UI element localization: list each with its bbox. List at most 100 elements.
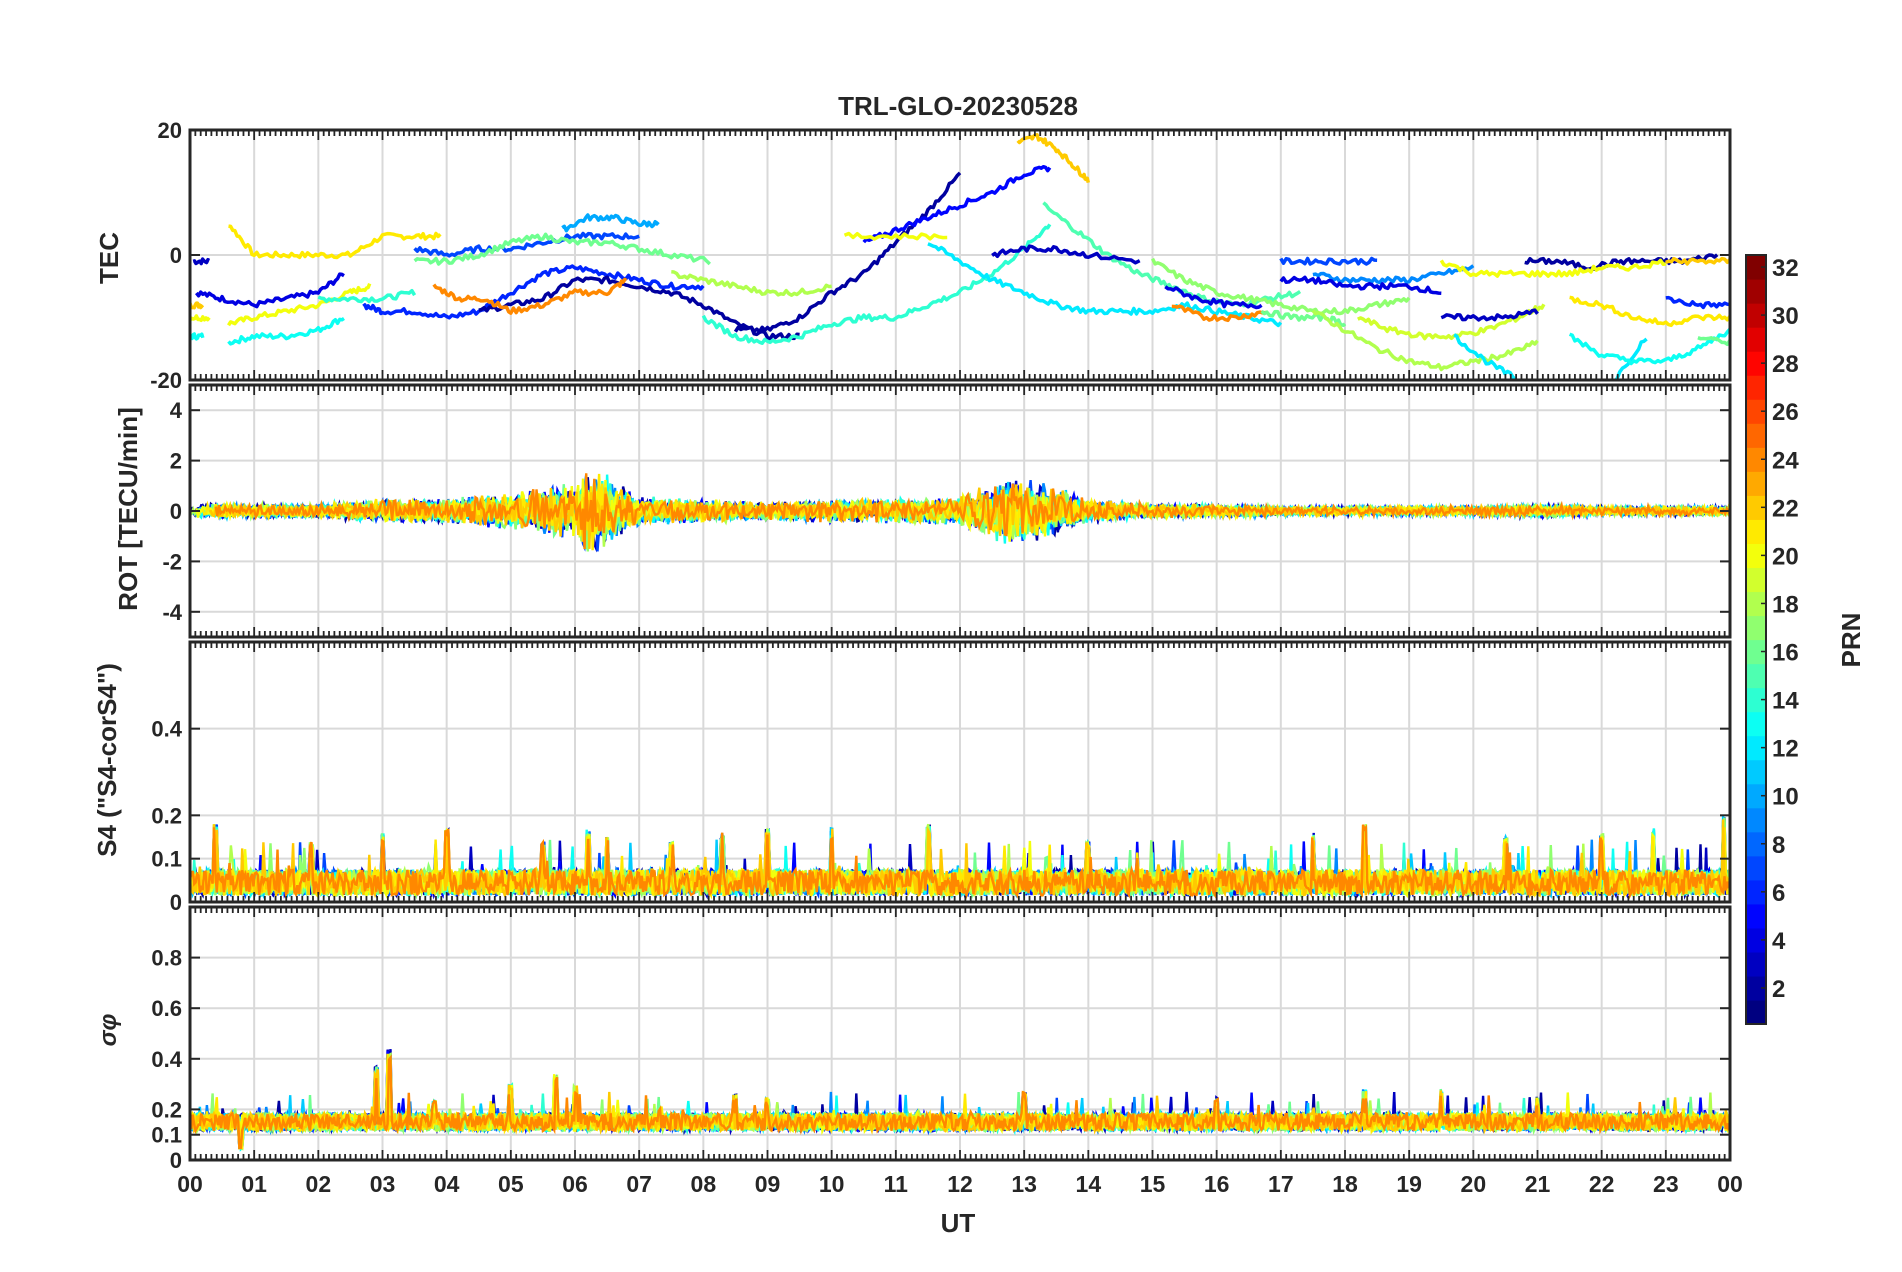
x-tick-label: 00 <box>177 1171 203 1197</box>
colorbar-swatch <box>1746 759 1766 785</box>
tec-series-prn-4 <box>195 272 345 309</box>
tec-series-prn-12 <box>1453 333 1648 380</box>
tec-series-prn-16 <box>413 232 711 266</box>
series-group <box>190 815 1730 901</box>
tec-series-prn-24 <box>432 277 628 315</box>
tec-series-prn-16 <box>1697 336 1730 347</box>
colorbar-tick-label: 22 <box>1772 495 1799 522</box>
series-group <box>190 133 1730 380</box>
tec-series-prn-22 <box>190 301 205 310</box>
tec-series-prn-16 <box>1260 309 1347 328</box>
tec-series-prn-17 <box>1150 257 1411 316</box>
y-tick-label: -20 <box>150 368 182 393</box>
tec-series-prn-22 <box>1665 256 1730 266</box>
tec-series-prn-13 <box>227 316 345 346</box>
x-tick-label: 03 <box>370 1171 396 1197</box>
x-tick-label: 18 <box>1332 1171 1358 1197</box>
x-tick-label: 01 <box>241 1171 267 1197</box>
tec-ylabel: TEC <box>94 232 124 284</box>
colorbar-tick-label: 24 <box>1772 447 1799 474</box>
x-axis: 00 01 02 03 04 05 06 07 08 09 10 11 12 13 14 15 16 17 18 19… <box>177 1171 1743 1197</box>
x-tick-label: 13 <box>1011 1171 1037 1197</box>
x-tick-label: 09 <box>755 1171 781 1197</box>
colorbar-swatch <box>1746 279 1766 304</box>
colorbar-swatch <box>1746 303 1766 328</box>
colorbar-swatch <box>1746 543 1766 569</box>
colorbar-tick-label: 10 <box>1772 784 1799 811</box>
x-tick-label: 19 <box>1396 1171 1422 1197</box>
colorbar-swatch <box>1746 495 1766 520</box>
tec-series-prn-21 <box>228 224 442 260</box>
colorbar-tick-label: 4 <box>1772 928 1786 955</box>
x-tick-label: 12 <box>947 1171 973 1197</box>
colorbar-swatch <box>1746 375 1766 400</box>
colorbar-swatch <box>1746 903 1766 929</box>
tec-series-prn-4 <box>1164 285 1263 310</box>
colorbar-tick-label: 30 <box>1772 303 1799 330</box>
colorbar-swatch <box>1746 807 1766 833</box>
colorbar-tick-label: 32 <box>1772 255 1799 282</box>
colorbar-swatch <box>1746 999 1766 1025</box>
rot-series-prn-24 <box>214 473 1730 550</box>
sigma-phi-ylabel: σφ <box>95 1013 122 1046</box>
x-tick-label: 20 <box>1461 1171 1487 1197</box>
tec-series-prn-20 <box>843 231 948 241</box>
x-tick-label: 06 <box>562 1171 588 1197</box>
colorbar-swatch <box>1746 975 1766 1001</box>
colorbar-tick-label: 28 <box>1772 351 1799 378</box>
x-tick-label: 23 <box>1653 1171 1679 1197</box>
colorbar-frame <box>1745 254 1767 1025</box>
y-tick-label: -4 <box>162 600 182 625</box>
colorbar-swatch <box>1746 927 1766 953</box>
colorbar-tick-label: 16 <box>1772 640 1799 667</box>
y-tick-label: 0 <box>170 499 182 524</box>
x-tick-label: 08 <box>691 1171 717 1197</box>
x-tick-label: 22 <box>1589 1171 1615 1197</box>
x-tick-label: 04 <box>434 1171 460 1197</box>
tec-series-prn-12 <box>927 242 1283 328</box>
x-tick-label: 10 <box>819 1171 845 1197</box>
tec-series-prn-6 <box>362 264 705 320</box>
colorbar-swatch <box>1746 423 1766 448</box>
x-tick-label: 17 <box>1268 1171 1294 1197</box>
tec-series-prn-21 <box>1569 295 1730 328</box>
y-tick-label: 0.1 <box>151 847 182 872</box>
tec-series-prn-7 <box>1279 256 1378 266</box>
y-tick-label: 0.6 <box>151 996 182 1021</box>
y-tick-label: 0.4 <box>151 1047 182 1072</box>
tec-series-prn-2 <box>733 171 962 334</box>
y-tick-label: 0.2 <box>151 1097 182 1122</box>
colorbar-swatch <box>1746 711 1766 737</box>
y-tick-label: 0 <box>170 890 182 915</box>
y-tick-label: 0 <box>170 1148 182 1173</box>
tec-series-prn-24 <box>1171 304 1269 323</box>
y-tick-label: -2 <box>162 549 182 574</box>
x-tick-label: 02 <box>306 1171 332 1197</box>
tec-series-prn-10 <box>561 213 660 233</box>
tec-series-prn-14 <box>317 288 417 304</box>
colorbar-swatch <box>1746 351 1766 376</box>
colorbar-swatch <box>1746 519 1766 544</box>
y-tick-label: 0.1 <box>151 1123 182 1148</box>
tec-series-prn-18 <box>671 270 832 297</box>
tec-series-prn-7 <box>413 231 640 258</box>
colorbar-tick-label: 26 <box>1772 399 1799 426</box>
y-tick-label: 20 <box>158 118 182 143</box>
panel-rot: -4 -2 0 2 4 <box>162 383 1732 639</box>
colorbar-swatch <box>1746 735 1766 761</box>
tec-series-prn-3 <box>991 244 1141 265</box>
x-tick-label: 14 <box>1076 1171 1102 1197</box>
tec-series-prn-13 <box>1568 327 1730 366</box>
tec-series-prn-5 <box>862 164 1052 244</box>
x-tick-label: 16 <box>1204 1171 1230 1197</box>
colorbar-swatch <box>1746 471 1766 496</box>
tec-series-prn-14 <box>701 223 1052 345</box>
s4-ylabel: S4 ("S4-corS4") <box>92 663 122 857</box>
colorbar-tick-label: 12 <box>1772 736 1799 763</box>
colorbar-swatch <box>1746 855 1766 881</box>
colorbar-swatch <box>1746 591 1766 617</box>
colorbar-tick-label: 6 <box>1772 880 1785 907</box>
colorbar-swatch <box>1746 687 1766 713</box>
